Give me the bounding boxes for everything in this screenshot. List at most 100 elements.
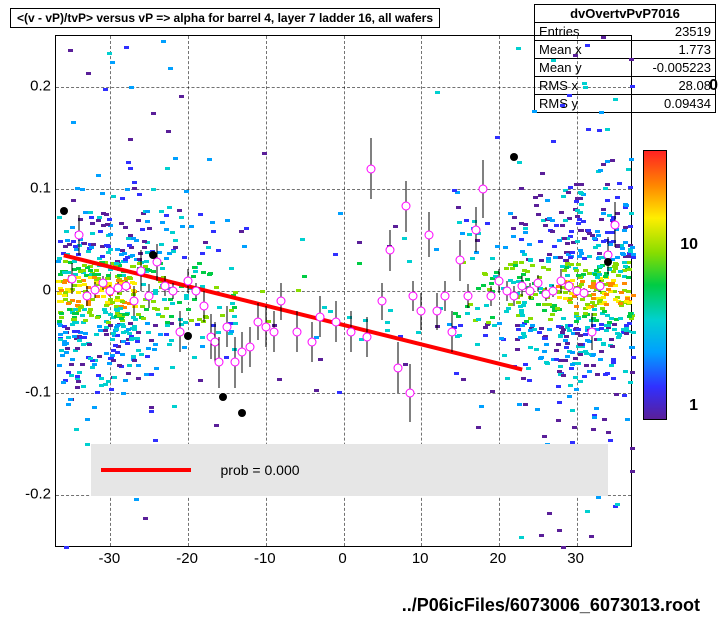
density-bin	[597, 338, 602, 341]
density-bin	[575, 209, 580, 212]
density-bin	[89, 314, 94, 317]
density-bin	[172, 405, 177, 408]
density-bin	[537, 331, 542, 334]
density-bin	[522, 301, 527, 304]
density-bin	[579, 229, 584, 232]
density-bin	[604, 303, 609, 306]
density-bin	[141, 283, 146, 286]
density-bin	[63, 331, 68, 334]
density-bin	[557, 401, 562, 404]
density-bin	[617, 182, 622, 185]
density-bin	[132, 181, 137, 184]
density-bin	[61, 381, 66, 384]
density-bin	[130, 254, 135, 257]
density-bin	[516, 301, 521, 304]
density-bin	[151, 270, 156, 273]
density-bin	[458, 324, 463, 327]
density-bin	[568, 384, 573, 387]
density-bin	[574, 305, 579, 308]
density-bin	[76, 300, 81, 303]
density-bin	[508, 263, 513, 266]
density-bin	[465, 312, 470, 315]
density-bin	[578, 380, 583, 383]
profile-marker	[269, 327, 278, 336]
density-bin	[200, 336, 205, 339]
density-bin	[623, 203, 628, 206]
density-bin	[561, 195, 566, 198]
density-bin	[159, 210, 164, 213]
density-bin	[385, 329, 390, 332]
density-bin	[608, 439, 613, 442]
density-bin	[203, 241, 208, 244]
density-bin	[546, 268, 551, 271]
density-bin	[231, 294, 236, 297]
density-bin	[59, 316, 64, 319]
density-bin	[540, 172, 545, 175]
density-bin	[592, 237, 597, 240]
density-bin	[539, 356, 544, 359]
profile-marker	[199, 302, 208, 311]
density-bin	[519, 187, 524, 190]
legend-line-sample	[101, 468, 191, 472]
density-bin	[134, 498, 139, 501]
density-bin	[244, 227, 249, 230]
density-bin	[142, 240, 147, 243]
density-bin	[130, 265, 135, 268]
density-bin	[97, 355, 102, 358]
density-bin	[593, 246, 598, 249]
density-bin	[77, 339, 82, 342]
density-bin	[357, 241, 362, 244]
colorbar-tick-label: 1	[689, 397, 698, 415]
density-bin	[602, 418, 607, 421]
density-bin	[141, 317, 146, 320]
density-bin	[139, 353, 144, 356]
density-bin	[528, 329, 533, 332]
x-tick-label: 0	[338, 550, 346, 567]
density-bin	[611, 270, 616, 273]
density-bin	[207, 158, 212, 161]
profile-marker	[191, 287, 200, 296]
density-bin	[547, 303, 552, 306]
density-bin	[80, 188, 85, 191]
outlier-marker	[219, 393, 227, 401]
density-bin	[619, 244, 624, 247]
density-bin	[631, 356, 636, 359]
density-bin	[545, 199, 550, 202]
density-bin	[576, 362, 581, 365]
density-bin	[627, 301, 632, 304]
density-bin	[124, 313, 129, 316]
density-bin	[81, 385, 86, 388]
density-bin	[128, 138, 133, 141]
density-bin	[210, 221, 215, 224]
density-bin	[112, 376, 117, 379]
density-bin	[111, 359, 116, 362]
density-bin	[128, 167, 133, 170]
density-bin	[578, 191, 583, 194]
density-bin	[576, 274, 581, 277]
density-bin	[508, 303, 513, 306]
density-bin	[128, 322, 133, 325]
density-bin	[147, 227, 152, 230]
density-bin	[126, 372, 131, 375]
density-bin	[169, 315, 174, 318]
density-bin	[589, 535, 594, 538]
density-bin	[111, 332, 116, 335]
density-bin	[595, 276, 600, 279]
density-bin	[182, 256, 187, 259]
density-bin	[132, 359, 137, 362]
density-bin	[95, 295, 100, 298]
density-bin	[122, 252, 127, 255]
density-bin	[403, 363, 408, 366]
density-bin	[192, 266, 197, 269]
density-bin	[561, 374, 566, 377]
profile-marker	[246, 343, 255, 352]
density-bin	[564, 259, 569, 262]
stats-value: 1.773	[678, 42, 711, 57]
density-bin	[573, 376, 578, 379]
profile-marker	[222, 322, 231, 331]
density-bin	[605, 199, 610, 202]
density-bin	[594, 407, 599, 410]
density-bin	[605, 231, 610, 234]
density-bin	[173, 246, 178, 249]
density-bin	[146, 347, 151, 350]
